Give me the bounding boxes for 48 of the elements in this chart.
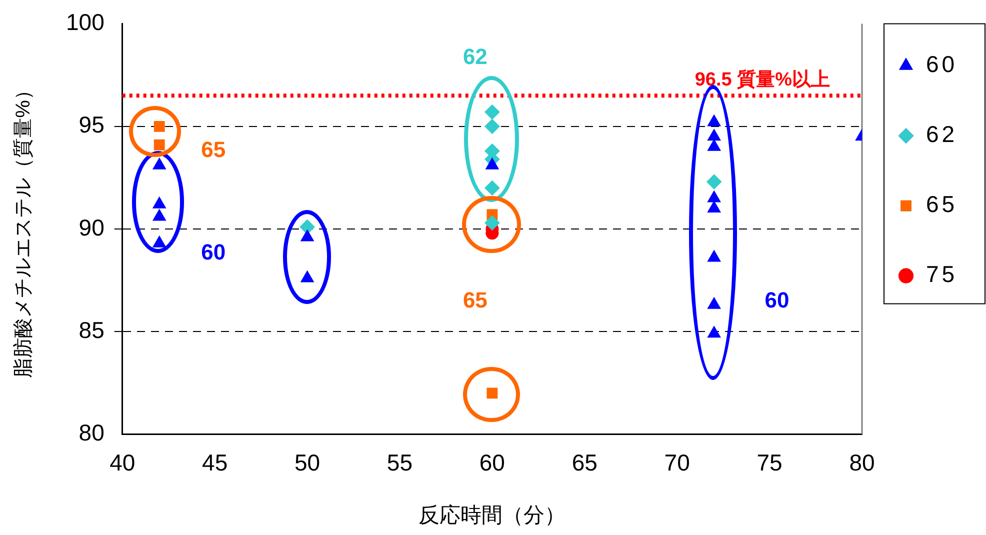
point: [154, 139, 165, 150]
annotation: 65: [201, 137, 226, 162]
y-axis-title: 脂肪酸メチルエステル（質量%）: [12, 80, 35, 378]
x-tick-label: 80: [849, 449, 875, 476]
point: [708, 190, 721, 202]
y-tick-label: 90: [78, 214, 104, 240]
point: [706, 174, 722, 190]
point: [708, 250, 721, 262]
point: [300, 230, 314, 242]
x-tick-label: 65: [572, 449, 598, 476]
x-tick-label: 40: [110, 449, 136, 476]
legend-label: 65: [926, 191, 958, 218]
x-tick-label: 75: [756, 449, 782, 476]
point: [152, 209, 166, 221]
point: [152, 236, 166, 248]
point: [486, 158, 499, 170]
point: [154, 120, 165, 132]
x-axis-title: 反応時間（分）: [418, 504, 566, 528]
point: [484, 104, 500, 120]
y-tick-label: 100: [66, 9, 104, 36]
point: [484, 180, 500, 196]
x-tick-label: 60: [479, 449, 505, 476]
point: [484, 118, 500, 134]
point: [300, 270, 314, 282]
legend-label: 60: [926, 51, 958, 78]
y-tick-label: 95: [78, 112, 104, 138]
annotation: 60: [201, 240, 226, 265]
legend-label: 62: [926, 121, 958, 148]
ref-line-label: 96.5 質量%以上: [694, 68, 830, 90]
y-tick-label: 85: [78, 316, 104, 343]
x-tick-label: 70: [664, 449, 690, 476]
point: [708, 326, 721, 338]
y-tick-label: 80: [78, 420, 104, 446]
point: [708, 297, 721, 309]
point: [300, 219, 315, 234]
point: [708, 139, 721, 151]
annotation: 60: [764, 288, 790, 313]
point: [152, 158, 166, 170]
x-tick-label: 55: [386, 449, 413, 476]
annotation: 65: [462, 288, 488, 313]
point: [152, 196, 166, 208]
annotation: 62: [462, 44, 488, 69]
point: [708, 129, 721, 141]
point: [708, 114, 721, 126]
legend-label: 75: [926, 261, 958, 288]
x-tick-label: 45: [202, 449, 228, 476]
point: [708, 200, 721, 212]
x-tick-label: 50: [294, 449, 320, 476]
